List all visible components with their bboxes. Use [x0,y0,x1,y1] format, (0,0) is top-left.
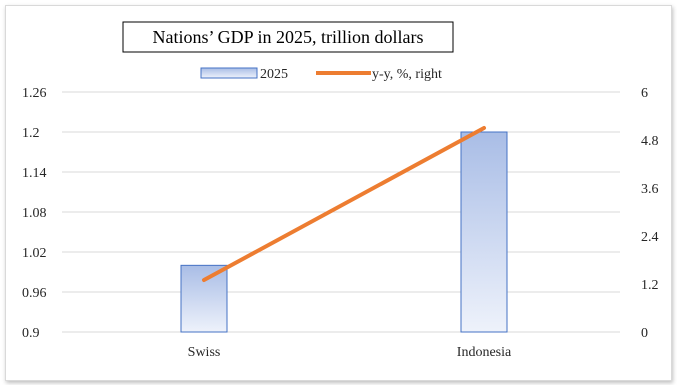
left-tick-label: 1.26 [22,86,47,101]
bar-indonesia [460,131,508,333]
category-label: Swiss [188,345,221,360]
gridlines [62,91,620,333]
left-tick-label: 0.9 [22,326,40,341]
chart-frame: 0.9 0.96 1.02 1.08 1.14 1.2 1.26 0 1.2 2.4 3.6 4.8… [5,5,672,381]
chart-title: Nations’ GDP in 2025, trillion dollars [153,27,424,47]
bar-swiss [180,264,228,333]
legend-bar-label: 2025 [260,67,288,82]
left-tick-label: 1.2 [22,126,40,141]
yy-growth-line [202,126,486,282]
category-label: Indonesia [457,345,512,360]
legend-bar-swatch [200,67,258,79]
right-tick-label: 1.2 [641,278,659,293]
left-tick-label: 1.14 [22,166,47,181]
legend-line-label: y-y, %, right [372,67,442,82]
right-tick-label: 6 [641,86,648,101]
right-tick-label: 4.8 [641,134,659,149]
right-axis-ticks: 0 1.2 2.4 3.6 4.8 6 [641,86,659,341]
left-tick-label: 0.96 [22,286,47,301]
chart-svg: 0.9 0.96 1.02 1.08 1.14 1.2 1.26 0 1.2 2.4 3.6 4.8… [22,21,659,360]
bar-series [180,131,508,333]
chart-title-box [122,21,454,53]
left-tick-label: 1.08 [22,206,47,221]
right-tick-label: 3.6 [641,182,659,197]
left-tick-label: 1.02 [22,246,47,261]
right-tick-label: 0 [641,326,648,341]
right-tick-label: 2.4 [641,230,659,245]
line-series [202,126,486,282]
category-labels: Swiss Indonesia [188,345,512,360]
left-axis-ticks: 0.9 0.96 1.02 1.08 1.14 1.2 1.26 [22,86,47,341]
